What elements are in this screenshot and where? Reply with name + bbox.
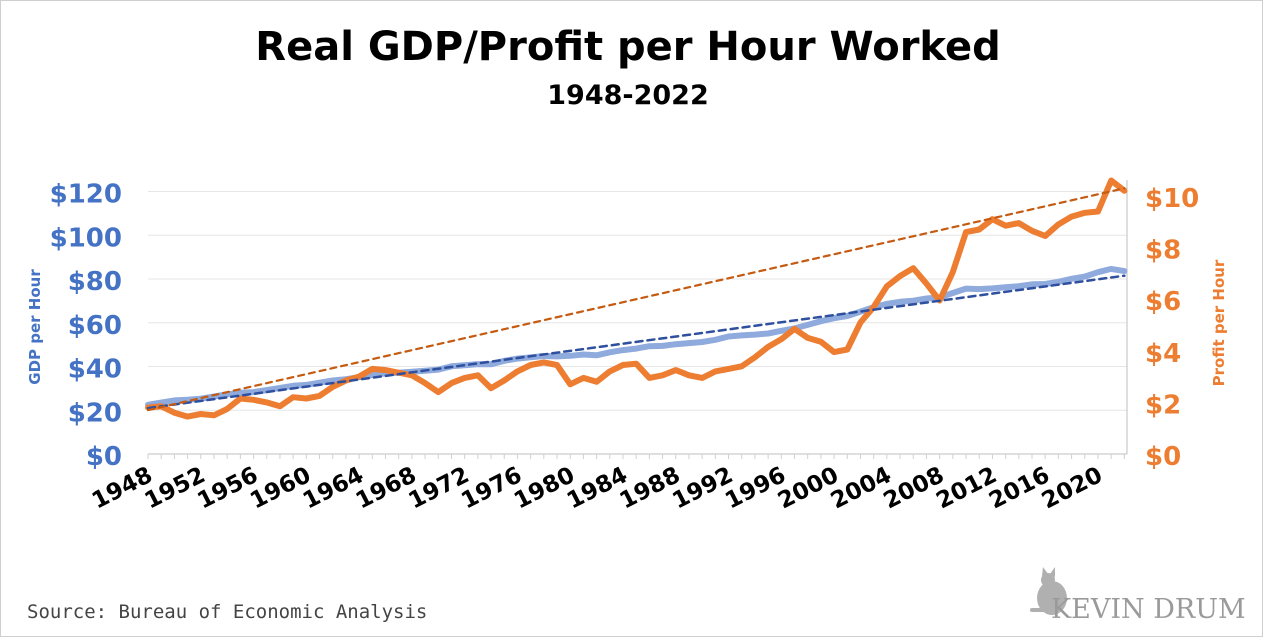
gdp-per-hour-line — [145, 265, 1128, 408]
chart-title: Real GDP/Profit per Hour Worked — [255, 24, 1000, 70]
series-lines — [145, 177, 1128, 420]
y-left-tick-label: $40 — [68, 355, 122, 385]
x-tick-label: 2020 — [1038, 462, 1107, 514]
y-right-tick-label: $6 — [1145, 287, 1181, 317]
gdp-trend-line — [146, 274, 1126, 410]
y-right-tick-label: $2 — [1145, 390, 1181, 420]
y-right-tick-label: $0 — [1145, 442, 1181, 472]
chart-subtitle: 1948-2022 — [547, 80, 709, 111]
y-axis-label-right: Profit per Hour — [1210, 259, 1228, 386]
logo-text: KEVIN DRUM — [1051, 594, 1246, 625]
y-axis-label-left: GDP per Hour — [26, 269, 44, 385]
profit-per-hour-line — [145, 177, 1128, 420]
kevin-drum-logo: KEVIN DRUM — [1030, 567, 1246, 625]
cat-silhouette-icon — [1030, 567, 1067, 615]
axes — [147, 180, 1128, 459]
y-left-tick-label: $20 — [68, 398, 122, 428]
y-left-tick-label: $60 — [68, 311, 122, 341]
y-left-tick-label: $120 — [50, 180, 122, 210]
y-right-tick-label: $10 — [1145, 184, 1199, 214]
y-left-tick-label: $0 — [86, 442, 122, 472]
gridlines — [148, 191, 1127, 411]
y-right-tick-label: $8 — [1145, 236, 1181, 266]
y-right-tick-label: $4 — [1145, 339, 1181, 369]
source-note: Source: Bureau of Economic Analysis — [27, 601, 427, 623]
y-left-tick-label: $100 — [50, 223, 122, 253]
y-left-tick-label: $80 — [68, 267, 122, 297]
profit-trend-line — [146, 187, 1126, 412]
